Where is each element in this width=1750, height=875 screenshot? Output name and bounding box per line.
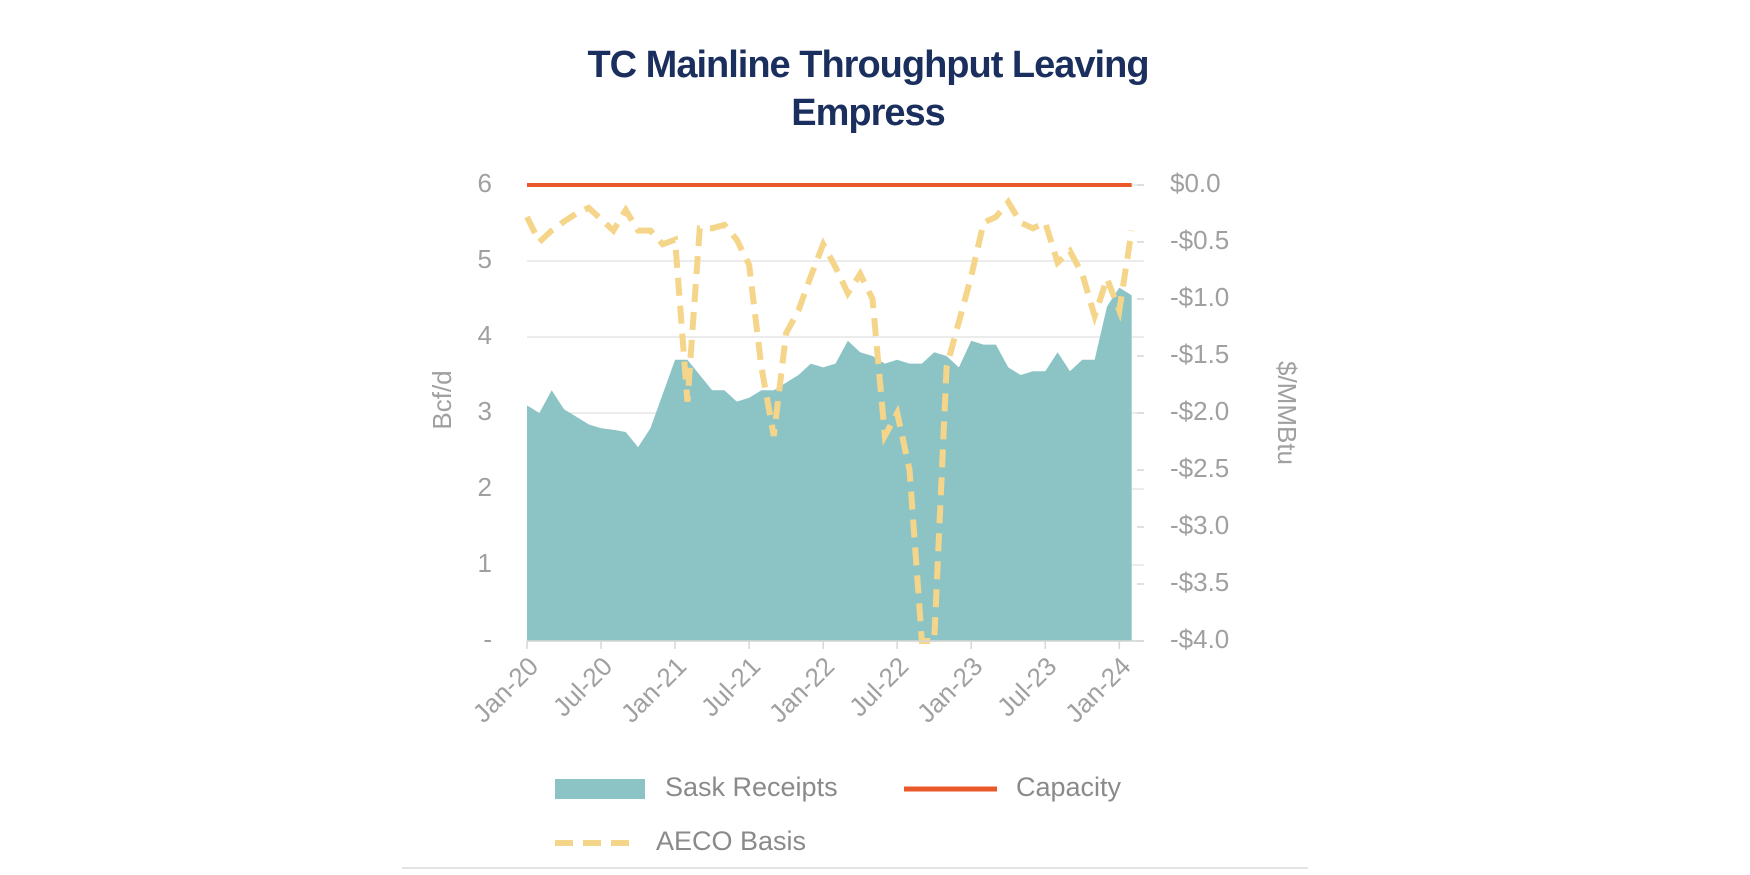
- legend-swatch: [555, 779, 645, 799]
- y-axis-title: Bcf/d: [427, 370, 457, 429]
- x-tick-label: Jul-21: [695, 651, 766, 722]
- x-tick-label: Jan-23: [911, 651, 988, 728]
- x-tick-label: Jul-22: [843, 651, 914, 722]
- x-tick-label: Jan-20: [467, 651, 544, 728]
- y-tick-label: 4: [478, 320, 492, 350]
- y2-tick-label: -$3.5: [1170, 567, 1229, 597]
- y2-tick-label: $0.0: [1170, 168, 1221, 198]
- chart-title: TC Mainline Throughput Leaving: [587, 44, 1148, 86]
- y-tick-label: -: [483, 624, 492, 654]
- y-tick-label: 6: [478, 168, 492, 198]
- y2-tick-label: -$4.0: [1170, 624, 1229, 654]
- legend-label: AECO Basis: [656, 826, 806, 856]
- x-tick-label: Jan-22: [763, 651, 840, 728]
- y2-axis-title: $/MMBtu: [1272, 361, 1302, 465]
- y2-tick-label: -$3.0: [1170, 510, 1229, 540]
- y-tick-label: 3: [478, 396, 492, 426]
- area: [527, 287, 1132, 641]
- y2-tick-label: -$1.0: [1170, 282, 1229, 312]
- legend-label: Sask Receipts: [665, 772, 838, 802]
- dashed-line: [524, 196, 1135, 644]
- y-tick-label: 2: [478, 472, 492, 502]
- x-tick-label: Jul-20: [547, 651, 618, 722]
- y2-tick-label: -$2.5: [1170, 453, 1229, 483]
- legend-label: Capacity: [1016, 772, 1122, 802]
- y-tick-label: 5: [478, 244, 492, 274]
- y2-tick-label: -$1.5: [1170, 339, 1229, 369]
- x-tick-label: Jul-23: [991, 651, 1062, 722]
- y2-tick-label: -$2.0: [1170, 396, 1229, 426]
- x-tick-label: Jan-24: [1059, 651, 1136, 728]
- chart-title: Empress: [791, 92, 945, 134]
- y2-tick-label: -$0.5: [1170, 225, 1229, 255]
- y-tick-label: 1: [478, 548, 492, 578]
- x-tick-label: Jan-21: [615, 651, 692, 728]
